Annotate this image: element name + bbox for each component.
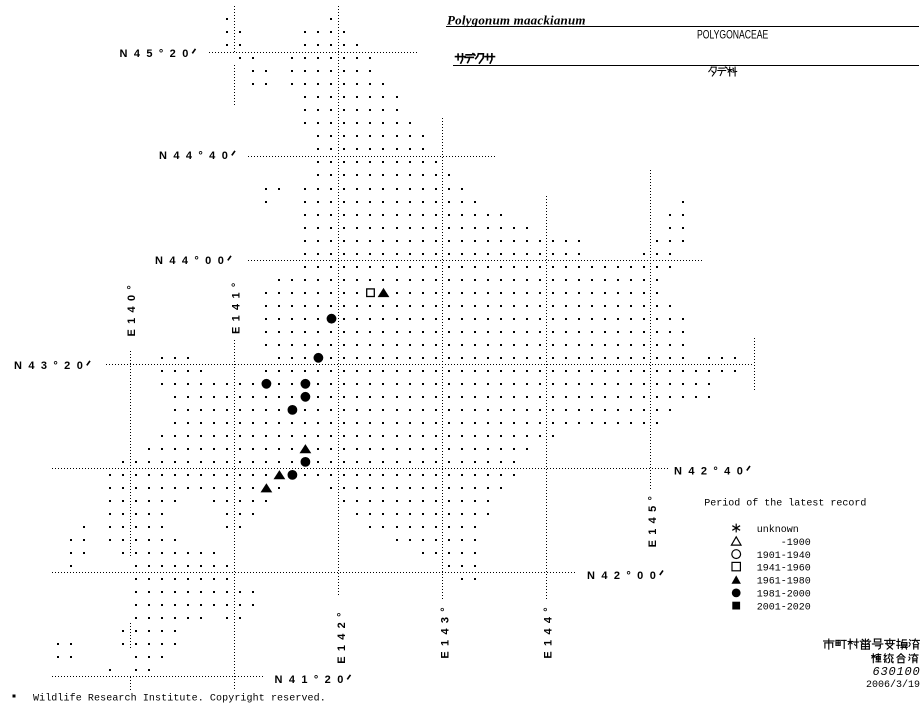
svg-text:N42°00: N42°00 <box>587 570 662 582</box>
svg-text:Polygonum maackianum: Polygonum maackianum <box>447 13 586 28</box>
svg-text:N45°20: N45°20 <box>120 48 195 60</box>
svg-text:POLYGONACEAE: POLYGONACEAE <box>697 29 768 42</box>
svg-text:1941-1960: 1941-1960 <box>757 563 811 574</box>
svg-text:1901-1940: 1901-1940 <box>757 551 811 562</box>
svg-text:E145°: E145° <box>647 491 659 548</box>
svg-text:E140°: E140° <box>126 280 138 337</box>
svg-text:630100: 630100 <box>872 665 920 679</box>
svg-text:Period of the latest record: Period of the latest record <box>704 498 866 510</box>
svg-text:unknown: unknown <box>757 524 799 536</box>
svg-text:2001-2020: 2001-2020 <box>757 602 811 613</box>
svg-text:E142°: E142° <box>336 607 348 664</box>
svg-text:E144°: E144° <box>543 602 555 659</box>
svg-text:1961-1980: 1961-1980 <box>757 577 811 588</box>
svg-text:E143°: E143° <box>440 602 452 659</box>
svg-text:-1900: -1900 <box>757 538 811 549</box>
svg-text:N41°20: N41°20 <box>275 674 350 686</box>
svg-text:N44°40: N44°40 <box>159 150 234 162</box>
svg-text:Wildlife Research Institute. C: Wildlife Research Institute. Copyright r… <box>33 692 326 703</box>
svg-text:E141°: E141° <box>231 277 243 334</box>
svg-text:N43°20: N43°20 <box>14 360 89 372</box>
svg-text:2006/3/19: 2006/3/19 <box>866 679 920 691</box>
svg-text:N44°00: N44°00 <box>155 255 230 267</box>
svg-text:N42°40: N42°40 <box>674 465 749 477</box>
svg-text:1981-2000: 1981-2000 <box>757 590 811 601</box>
